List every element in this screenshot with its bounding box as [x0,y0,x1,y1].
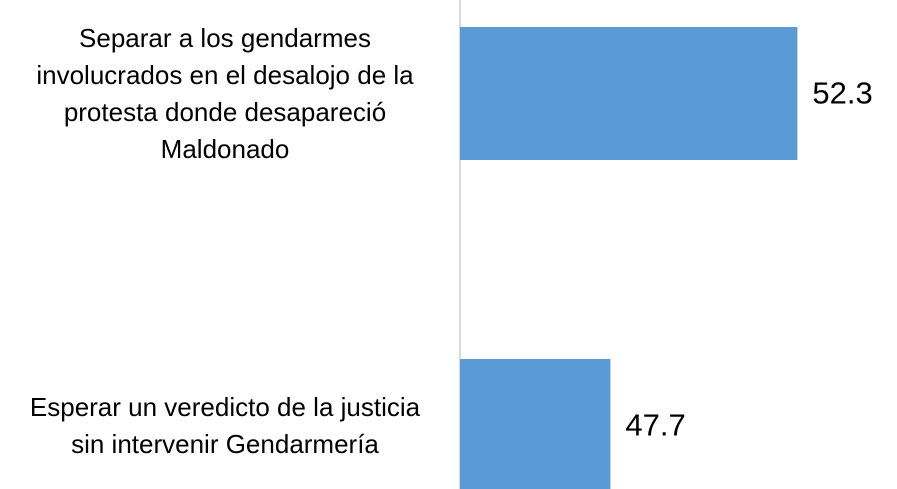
bar [460,27,798,160]
bar [460,359,611,489]
value-label: 47.7 [625,408,685,443]
value-label: 52.3 [812,76,872,111]
category-label: Esperar un veredicto de la justicia sin … [29,391,421,459]
category-label: Separar a los gendarmes involucrados en … [36,22,414,164]
